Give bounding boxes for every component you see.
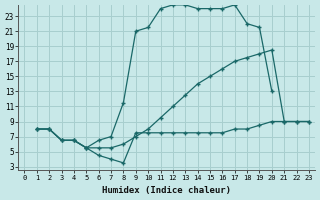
X-axis label: Humidex (Indice chaleur): Humidex (Indice chaleur) [102,186,231,195]
